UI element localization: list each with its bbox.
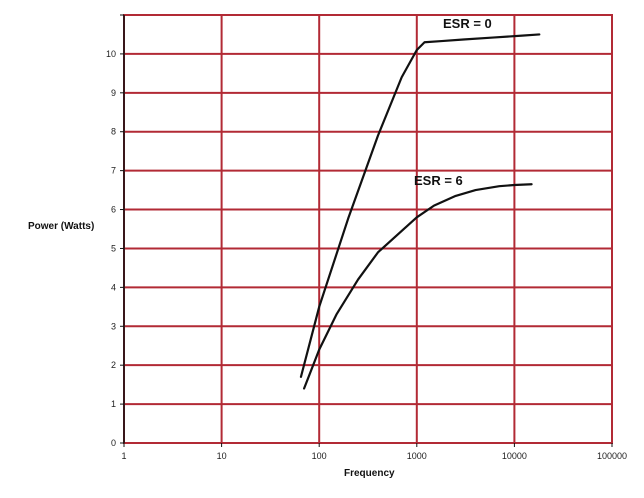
y-tick-label: 10 xyxy=(106,49,116,59)
y-tick-label: 2 xyxy=(111,360,116,370)
series-label-esr-0: ESR = 0 xyxy=(443,16,492,31)
x-tick-label: 100000 xyxy=(597,451,627,461)
series-layer xyxy=(299,33,541,390)
series-line-esr-0 xyxy=(299,33,541,378)
plot-frame xyxy=(123,14,613,444)
x-tick-label: 10 xyxy=(217,451,227,461)
series-line-esr-6 xyxy=(302,183,533,390)
x-tick-label: 1 xyxy=(121,451,126,461)
grid-layer xyxy=(123,14,613,444)
axis-layer xyxy=(120,14,613,447)
x-tick-label: 10000 xyxy=(502,451,527,461)
y-axis-title: Power (Watts) xyxy=(28,221,94,232)
y-tick-label: 7 xyxy=(111,166,116,176)
y-tick-label: 5 xyxy=(111,243,116,253)
y-tick-label: 0 xyxy=(111,438,116,448)
y-tick-label: 4 xyxy=(111,282,116,292)
x-tick-label: 1000 xyxy=(407,451,427,461)
y-tick-label: 6 xyxy=(111,205,116,215)
y-tick-label: 9 xyxy=(111,88,116,98)
x-axis-title: Frequency xyxy=(344,468,395,479)
x-tick-label: 100 xyxy=(312,451,327,461)
y-tick-label: 3 xyxy=(111,321,116,331)
y-tick-label: 8 xyxy=(111,127,116,137)
y-tick-label: 1 xyxy=(111,399,116,409)
series-label-esr-6: ESR = 6 xyxy=(414,173,463,188)
